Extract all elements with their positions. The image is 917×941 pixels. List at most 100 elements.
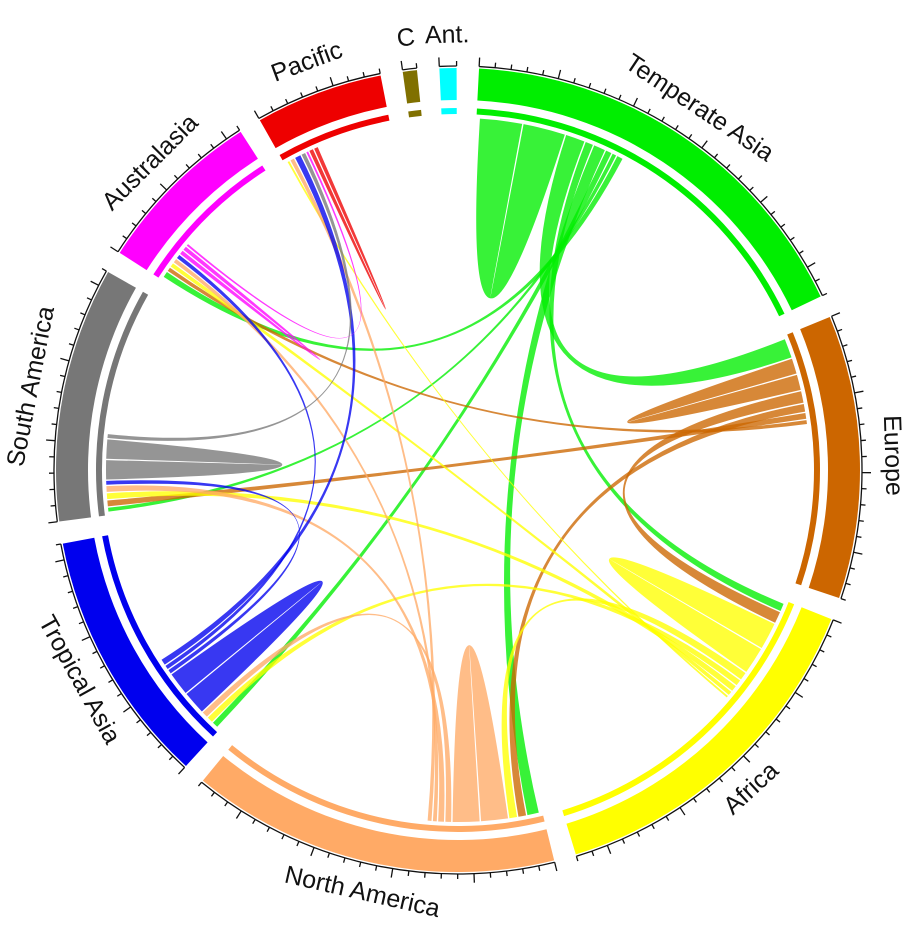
sector-tick [80,312,86,316]
sector-tick [749,186,754,191]
sector-tick [68,343,74,346]
sector-tick [603,88,607,94]
sector-tick [785,705,791,710]
sector-tick [178,766,186,775]
ribbon-temperate-asia-to-europe [539,135,792,386]
sector-tick [378,68,381,74]
sector-tick [55,559,65,563]
sector-tick [760,195,768,203]
sector-tick [270,106,274,112]
sector-inner-band-ant [441,108,457,115]
chord-ribbons [106,118,807,822]
sector-tick [606,845,612,854]
sector-tick [285,98,289,104]
sector-tick [210,143,215,149]
sector-tick [688,133,693,139]
sector-band-ant [439,68,457,101]
sector-axis-north-america [201,781,555,875]
ribbon-pacific-to-pacific [309,147,386,310]
sector-tick [101,268,107,272]
sector-tick [706,788,711,793]
sector-tick [123,706,132,713]
sector-tick [632,97,639,107]
sector-tick [775,718,781,723]
sector-band-pacific [259,75,387,149]
ribbon-temperate-asia-to-north-america [503,145,605,816]
sector-tick [726,164,731,169]
sector-tick [837,328,843,332]
sector-tick [224,801,229,807]
sector-inner-band-south-america [96,291,149,517]
sector-tick [701,140,708,149]
ribbon-europe-to-south-america [107,413,807,507]
ribbon-australasia-to-australasia [180,246,321,361]
sector-tick [46,439,56,442]
sector-band-south-america [55,272,136,522]
sector-label-europe: Europe [878,415,909,497]
sector-tick [811,663,817,668]
sector-tick [122,235,128,240]
sector-tick [822,292,828,297]
sector-tick [831,312,841,317]
sector-tick [390,868,394,878]
sector-tick [315,86,319,92]
ribbon-temperate-asia-to-australasia [163,156,623,351]
sector-tick [842,344,848,347]
sector-band-africa [566,607,832,855]
sector-tick [236,125,241,131]
sector-tick [798,250,804,255]
ribbon-north-america-to-australasia [173,259,439,822]
sector-inner-band-europe [787,332,820,586]
sector-tick [505,870,508,877]
sector-tick [522,868,525,874]
sector-tick [346,76,350,82]
sector-tick [296,841,300,847]
sector-tick [731,766,736,772]
sector-tick [157,744,163,749]
sector-tick [48,521,58,524]
sector-tick [300,92,304,98]
sector-tick [636,831,641,837]
sector-inner-band-australasia [153,165,266,278]
sector-tick [794,691,804,698]
sector-tick [679,807,686,816]
sector-band-temperate-asia [477,68,821,311]
sector-tick [621,838,626,844]
sector-tick [99,665,105,669]
ribbon-south-america-to-south-america [106,439,283,480]
sector-tick [92,650,98,655]
sector-tick [281,834,285,840]
sector-tick [253,110,260,119]
sector-tick [618,94,622,100]
ribbon-north-america-to-north-america [452,645,509,822]
sector-tick [780,223,786,228]
sector-tick [588,82,592,89]
sector-tick [110,246,119,253]
sector-axis-australasia [117,129,240,253]
sector-band-north-america [202,755,555,873]
sector-tick [60,357,70,362]
sector-tick [72,606,79,609]
sector-tick [859,423,865,426]
sector-tick [858,519,864,522]
sector-inner-band-north-america [228,745,545,833]
sector-axis-europe [830,315,863,599]
sector-label-pacific: Pacific [267,36,346,88]
sector-tick [159,183,168,191]
sector-tick [86,297,92,301]
sector-tick [832,619,842,624]
sector-tick [826,634,832,638]
sector-tick [63,575,69,578]
sector-tick [327,852,331,858]
sector-band-australasia [119,131,258,271]
sector-band-c [402,70,421,104]
sector-tick [310,847,315,857]
sector-tick [857,407,863,410]
sector-tick [647,108,651,114]
sector-tick [358,861,362,868]
sector-tick [554,862,558,872]
sector-tick [59,374,66,378]
sector-tick [737,175,743,180]
sector-tick [415,63,418,69]
